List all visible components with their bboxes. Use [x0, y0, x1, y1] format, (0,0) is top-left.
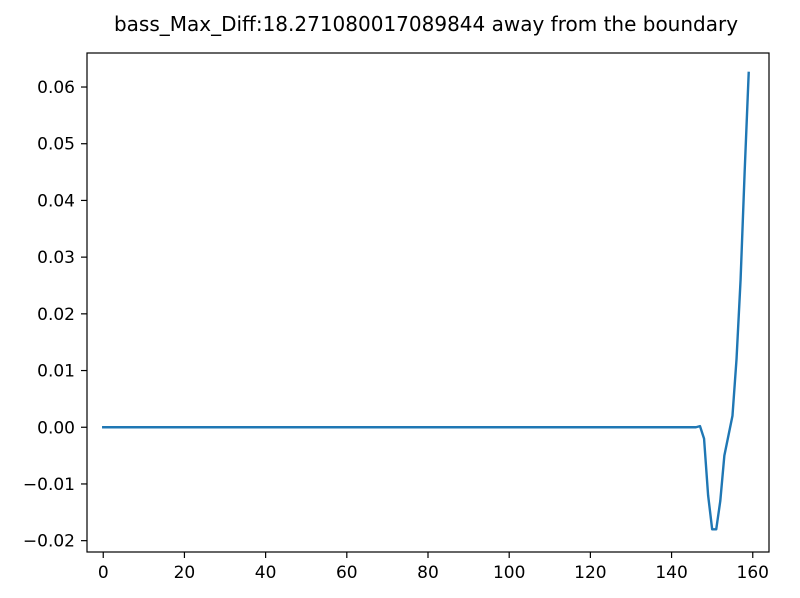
series-line	[102, 71, 750, 531]
y-tick-label: −0.01	[23, 475, 75, 495]
x-tick-label: 20	[174, 563, 196, 583]
y-tick-label: 0.00	[37, 418, 75, 438]
y-tick-label: 0.01	[37, 362, 75, 382]
y-tick-label: 0.03	[37, 248, 75, 268]
series-layer	[102, 71, 750, 531]
x-tick-label: 80	[417, 563, 439, 583]
x-axis: 0 20 40 60 80 100 120 140 160	[98, 552, 769, 583]
chart-title: bass_Max_Diff:18.271080017089844 away fr…	[114, 12, 738, 36]
x-tick-label: 100	[493, 563, 525, 583]
y-tick-label: 0.04	[37, 191, 75, 211]
x-tick-label: 0	[98, 563, 109, 583]
y-axis: −0.02 −0.01 0.00 0.01 0.02 0.03 0.04 0.05 0.06	[23, 78, 87, 552]
y-tick-label: 0.06	[37, 78, 75, 98]
plot-frame	[86, 52, 770, 553]
x-tick-label: 120	[574, 563, 606, 583]
x-tick-label: 60	[336, 563, 358, 583]
x-tick-label: 40	[255, 563, 277, 583]
y-tick-label: 0.05	[37, 135, 75, 155]
x-tick-label: 140	[655, 563, 687, 583]
y-tick-label: −0.02	[23, 532, 75, 552]
y-tick-label: 0.02	[37, 305, 75, 325]
x-tick-label: 160	[737, 563, 769, 583]
